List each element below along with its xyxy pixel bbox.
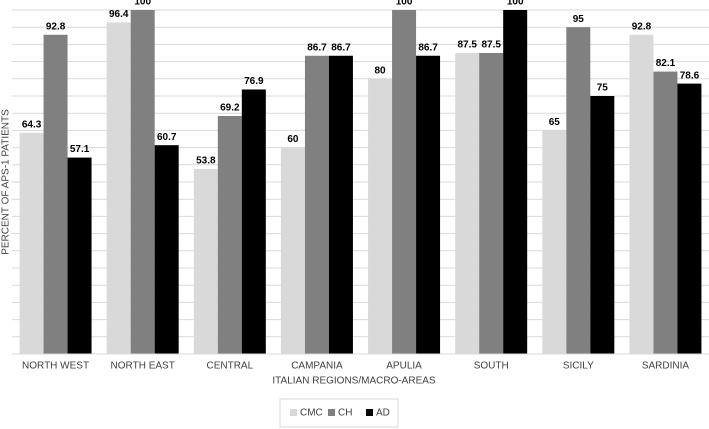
value-label: 78.6 bbox=[680, 70, 700, 81]
value-label: 80 bbox=[375, 65, 387, 76]
bar bbox=[677, 83, 702, 354]
value-label: 75 bbox=[597, 83, 609, 94]
value-label: 60 bbox=[287, 134, 299, 145]
value-label: 86.7 bbox=[331, 42, 351, 53]
bar bbox=[43, 34, 68, 354]
x-axis-title: ITALIAN REGIONS/MACRO-AREAS bbox=[272, 376, 436, 387]
bar bbox=[193, 168, 218, 354]
x-tick-label: NORTH EAST bbox=[111, 361, 175, 372]
value-label: 95 bbox=[573, 14, 585, 25]
bar bbox=[629, 34, 654, 354]
bar bbox=[106, 22, 131, 354]
bar bbox=[280, 147, 305, 354]
value-label: 76.9 bbox=[244, 76, 264, 87]
y-axis-title: PERCENT OF APS-1 PATIENTS bbox=[1, 109, 12, 255]
legend-label: CMC bbox=[300, 408, 323, 419]
value-label: 92.8 bbox=[632, 21, 652, 32]
bar bbox=[19, 132, 44, 354]
bar bbox=[590, 96, 615, 354]
value-label: 100 bbox=[134, 0, 151, 8]
value-label: 64.3 bbox=[22, 119, 42, 130]
value-label: 86.7 bbox=[418, 42, 438, 53]
bar bbox=[392, 10, 417, 354]
x-tick-label: CAMPANIA bbox=[291, 361, 343, 372]
x-tick-label: NORTH WEST bbox=[22, 361, 89, 372]
legend-box bbox=[279, 398, 399, 428]
bar bbox=[217, 115, 242, 355]
x-tick-label: CENTRAL bbox=[206, 361, 253, 372]
bar bbox=[653, 71, 678, 355]
value-label: 100 bbox=[507, 0, 524, 8]
bar bbox=[304, 55, 329, 354]
value-label: 69.2 bbox=[220, 103, 240, 114]
value-label: 57.1 bbox=[70, 144, 90, 155]
value-label: 92.8 bbox=[46, 21, 66, 32]
value-label: 100 bbox=[396, 0, 413, 8]
x-tick-label: SICILY bbox=[563, 361, 594, 372]
x-tick-label: SOUTH bbox=[474, 361, 509, 372]
value-label: 60.7 bbox=[157, 132, 177, 143]
legend-label: AD bbox=[376, 408, 390, 419]
value-label: 87.5 bbox=[457, 40, 477, 51]
value-label: 53.8 bbox=[196, 156, 216, 167]
value-label: 96.4 bbox=[109, 9, 129, 20]
value-label: 86.7 bbox=[307, 42, 327, 53]
value-label: 65 bbox=[549, 117, 561, 128]
value-label: 87.5 bbox=[481, 40, 501, 51]
bar bbox=[368, 78, 393, 355]
bar bbox=[455, 53, 480, 354]
bar bbox=[416, 55, 441, 354]
bar bbox=[542, 130, 567, 354]
legend-label: CH bbox=[338, 408, 352, 419]
bar bbox=[67, 157, 92, 354]
legend-swatch bbox=[328, 409, 335, 416]
bar bbox=[154, 145, 179, 354]
value-label: 82.1 bbox=[656, 58, 676, 69]
legend-swatch bbox=[366, 409, 373, 416]
bar bbox=[566, 27, 591, 354]
bar bbox=[328, 55, 353, 354]
x-tick-label: SARDINIA bbox=[642, 361, 690, 372]
bar bbox=[130, 10, 155, 354]
x-tick-label: APULIA bbox=[386, 361, 422, 372]
legend-swatch bbox=[290, 409, 297, 416]
bar bbox=[241, 89, 266, 355]
bar bbox=[503, 10, 528, 354]
bar bbox=[479, 53, 504, 354]
